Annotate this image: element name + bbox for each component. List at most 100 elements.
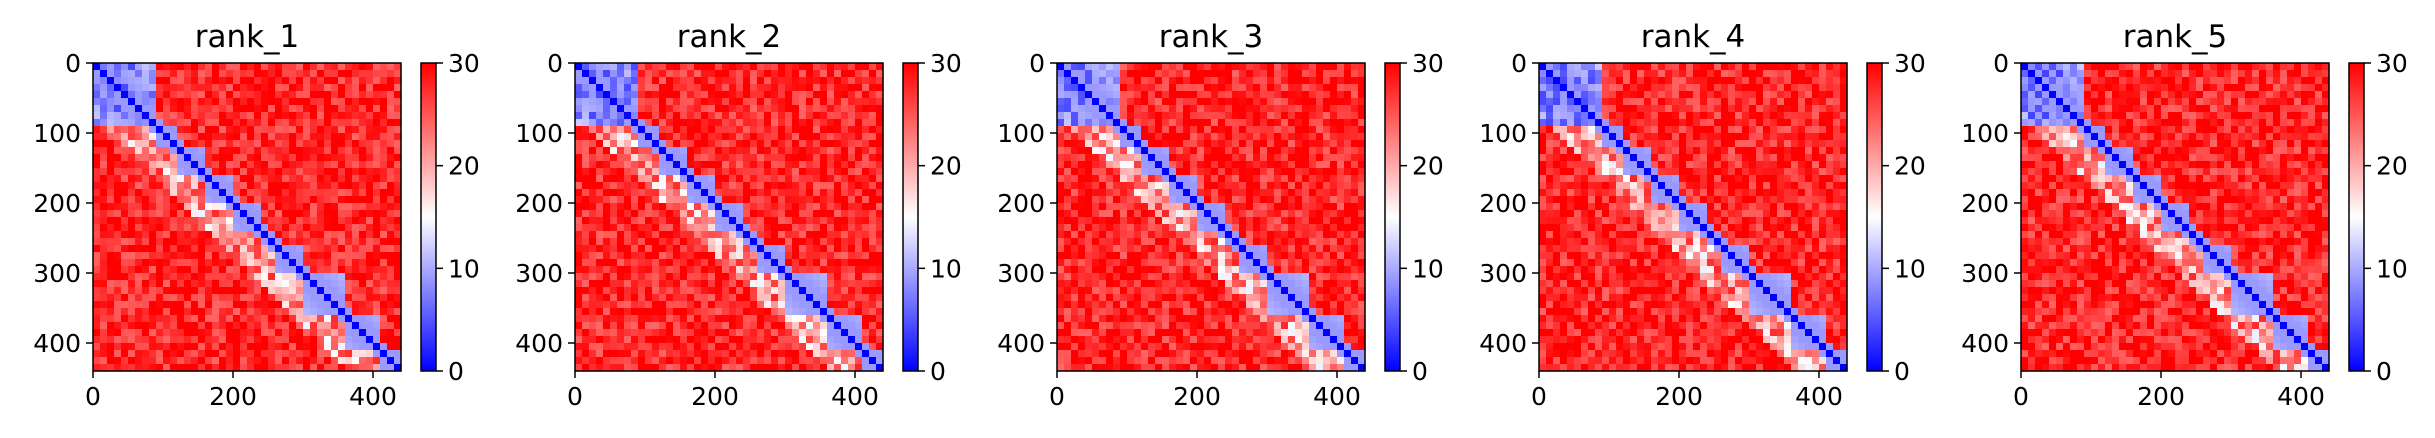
heatmap-cell [792,98,800,106]
heatmap-cell [785,245,793,253]
heatmap-cell [1162,119,1170,127]
heatmap-cell [589,84,597,92]
heatmap-cell [352,252,360,260]
heatmap-cell [1064,105,1072,113]
heatmap-cell [345,364,353,372]
heatmap-cell [876,112,884,120]
heatmap-cell [191,77,199,85]
heatmap-cell [135,301,143,309]
heatmap-cell [198,259,206,267]
heatmap-cell [869,140,877,148]
heatmap-cell [1106,98,1114,106]
heatmap-cell [373,322,381,330]
heatmap-cell [792,322,800,330]
heatmap-cell [771,350,779,358]
heatmap-cell [834,273,842,281]
heatmap-cell [869,91,877,99]
heatmap-cell [1204,196,1212,204]
heatmap-cell [750,147,758,155]
heatmap-cell [338,238,346,246]
heatmap-cell [184,343,192,351]
heatmap-cell [1127,133,1135,141]
heatmap-cell [806,175,814,183]
heatmap-cell [331,126,339,134]
heatmap-cell [1085,63,1093,71]
heatmap-cell [128,364,136,372]
heatmap-cell [135,217,143,225]
heatmap-cell [862,63,870,71]
heatmap-cell [1078,98,1086,106]
heatmap-cell [1330,168,1338,176]
heatmap-cell [261,301,269,309]
heatmap-cell [310,287,318,295]
heatmap-cell [359,294,367,302]
heatmap-cell [1330,112,1338,120]
heatmap-cell [834,98,842,106]
heatmap-cell [387,287,395,295]
heatmap-cell [757,126,765,134]
heatmap-cell [324,273,332,281]
heatmap-cell [652,140,660,148]
heatmap-cell [359,315,367,323]
heatmap-cell [673,308,681,316]
heatmap-cell [722,189,730,197]
heatmap-cell [1281,203,1289,211]
heatmap-cell [750,280,758,288]
heatmap-cell [296,329,304,337]
heatmap-cell [198,252,206,260]
heatmap-cell [708,140,716,148]
heatmap-cell [254,308,262,316]
heatmap-cell [848,140,856,148]
heatmap-cell [170,266,178,274]
heatmap-cell [296,259,304,267]
heatmap-cell [673,210,681,218]
heatmap-cell [869,364,877,372]
heatmap-cell [1295,203,1303,211]
heatmap-cell [792,63,800,71]
heatmap-cell [156,252,164,260]
heatmap-cell [212,168,220,176]
heatmap-cell [652,245,660,253]
heatmap-cell [715,182,723,190]
heatmap-cell [247,210,255,218]
heatmap-cell [1155,70,1163,78]
heatmap-cell [750,182,758,190]
heatmap-cell [589,364,597,372]
heatmap-cell [219,294,227,302]
heatmap-cell [1113,119,1121,127]
heatmap-cell [317,238,325,246]
heatmap-cell [680,84,688,92]
heatmap-cell [1323,112,1331,120]
heatmap-cell [701,224,709,232]
heatmap-cell [177,133,185,141]
heatmap-cell [1281,161,1289,169]
heatmap-cell [1204,168,1212,176]
heatmap-cell [1183,126,1191,134]
heatmap-cell [708,238,716,246]
heatmap-cell [100,70,108,78]
heatmap-cell [778,133,786,141]
heatmap-cell [177,252,185,260]
heatmap-cell [380,189,388,197]
heatmap-cell [345,84,353,92]
heatmap-cell [310,350,318,358]
heatmap-cell [100,98,108,106]
heatmap-cell [149,238,157,246]
heatmap-cell [666,175,674,183]
heatmap-cell [736,336,744,344]
heatmap-cell [275,63,283,71]
heatmap-cell [652,287,660,295]
heatmap-cell [289,252,297,260]
heatmap-cell [729,112,737,120]
heatmap-cell [366,231,374,239]
heatmap-cell [617,189,625,197]
heatmap-cell [387,315,395,323]
heatmap-cell [1225,112,1233,120]
heatmap-cell [289,224,297,232]
heatmap-cell [1218,91,1226,99]
heatmap-cell [596,252,604,260]
heatmap-cell [240,91,248,99]
heatmap-cell [149,315,157,323]
heatmap-cell [1190,112,1198,120]
heatmap-cell [387,175,395,183]
